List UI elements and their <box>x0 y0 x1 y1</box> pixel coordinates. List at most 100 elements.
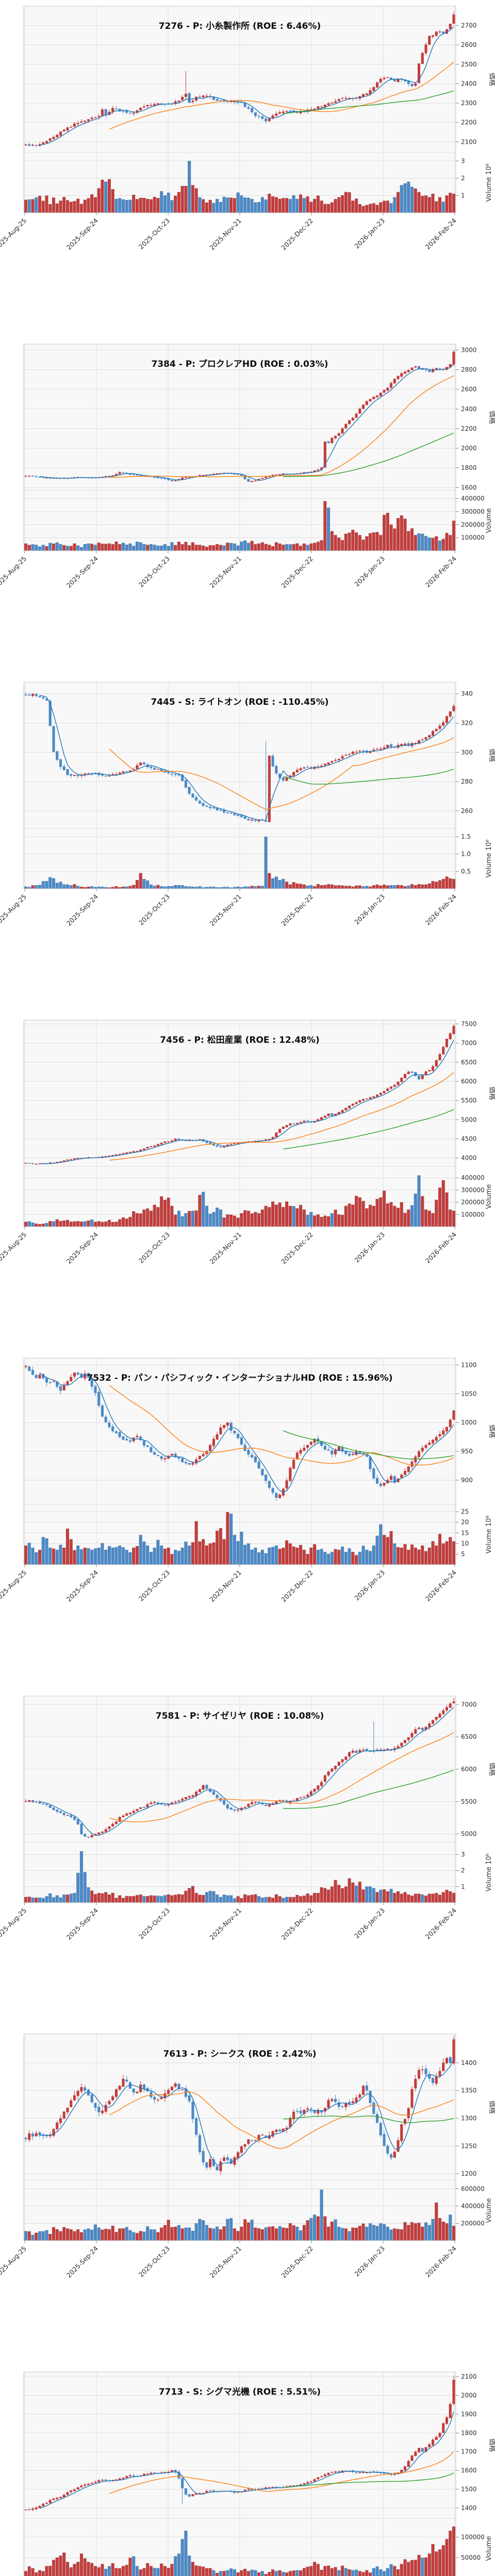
svg-text:200000: 200000 <box>461 521 485 528</box>
stock-chart-section-7613: 7613 - P: シークス (ROE : 2.42%) 1200 1250 130… <box>0 2028 495 2366</box>
svg-text:5500: 5500 <box>461 1097 477 1104</box>
svg-text:Volume 10⁶: Volume 10⁶ <box>485 1853 493 1891</box>
svg-text:2026-Feb-24: 2026-Feb-24 <box>424 1568 458 1602</box>
svg-text:2: 2 <box>461 175 465 182</box>
svg-text:Volume 10⁶: Volume 10⁶ <box>485 163 493 201</box>
svg-text:1600: 1600 <box>461 2467 477 2474</box>
svg-text:5000: 5000 <box>461 1831 477 1838</box>
svg-text:2025-Dec-22: 2025-Dec-22 <box>279 1231 315 1266</box>
svg-text:Volume: Volume <box>485 2198 493 2223</box>
stock-chart-section-7581: 7581 - P: サイゼリヤ (ROE : 10.08%) 5000 5500 6… <box>0 1690 495 2028</box>
svg-text:2025-Aug-25: 2025-Aug-25 <box>0 1231 28 1266</box>
svg-text:0.5: 0.5 <box>461 868 471 875</box>
svg-text:950: 950 <box>461 1448 473 1455</box>
svg-text:2025-Oct-23: 2025-Oct-23 <box>137 217 171 251</box>
svg-text:2025-Aug-25: 2025-Aug-25 <box>0 217 28 252</box>
svg-text:2000: 2000 <box>461 445 477 452</box>
svg-text:Volume 10⁶: Volume 10⁶ <box>485 1515 493 1553</box>
svg-text:2026-Feb-24: 2026-Feb-24 <box>424 216 458 250</box>
svg-text:7000: 7000 <box>461 1701 477 1708</box>
svg-text:2025-Aug-25: 2025-Aug-25 <box>0 2245 28 2280</box>
svg-text:100000: 100000 <box>461 2533 485 2540</box>
stock-chart-section-7713: 7713 - S: シグマ光機 (ROE : 5.51%) 1400 1500 16… <box>0 2366 495 2576</box>
svg-text:2025-Oct-23: 2025-Oct-23 <box>137 1231 171 1265</box>
svg-text:2026-Jan-23: 2026-Jan-23 <box>353 2245 386 2278</box>
svg-text:100000: 100000 <box>461 1211 485 1218</box>
svg-text:200000: 200000 <box>461 1199 485 1206</box>
candlestick-volume-chart-7581: 5000 5500 6000 6500 7000 1 2 3 2025-Aug-25 2025-S… <box>0 1696 495 1942</box>
svg-text:600000: 600000 <box>461 2185 485 2192</box>
svg-text:Volume: Volume <box>485 1184 493 1209</box>
svg-text:300000: 300000 <box>461 508 485 515</box>
svg-text:2025-Nov-21: 2025-Nov-21 <box>208 555 243 590</box>
svg-text:50000: 50000 <box>461 2554 481 2562</box>
svg-text:2025-Nov-21: 2025-Nov-21 <box>208 1907 243 1942</box>
svg-text:2025-Nov-21: 2025-Nov-21 <box>208 1231 243 1266</box>
svg-text:2025-Sep-24: 2025-Sep-24 <box>65 2244 100 2279</box>
candlestick-volume-chart-7384: 1600 1800 2000 2200 2400 2600 2800 3000 100000 20… <box>0 344 495 590</box>
svg-text:2025-Dec-22: 2025-Dec-22 <box>279 893 315 928</box>
svg-text:2025-Sep-24: 2025-Sep-24 <box>65 892 100 927</box>
svg-text:6000: 6000 <box>461 1766 477 1773</box>
candlestick-volume-chart-7613: 1200 1250 1300 1350 1400 200000 400000 600000 20… <box>0 2033 495 2280</box>
svg-text:6000: 6000 <box>461 1078 477 1085</box>
svg-text:260: 260 <box>461 807 473 815</box>
svg-text:2500: 2500 <box>461 61 477 68</box>
svg-text:価格: 価格 <box>488 1762 495 1776</box>
svg-text:340: 340 <box>461 690 473 698</box>
stock-chart-section-7532: 7532 - P: パン・パシフィック・インターナショナルHD (ROE : 1… <box>0 1352 495 1690</box>
svg-text:3: 3 <box>461 157 465 164</box>
svg-text:1: 1 <box>461 192 465 199</box>
svg-text:1500: 1500 <box>461 2486 477 2493</box>
svg-text:5: 5 <box>461 1550 465 1557</box>
svg-text:2300: 2300 <box>461 99 477 107</box>
svg-text:300000: 300000 <box>461 1187 485 1194</box>
svg-text:2026-Feb-24: 2026-Feb-24 <box>424 1906 458 1940</box>
svg-text:320: 320 <box>461 720 473 727</box>
svg-text:1900: 1900 <box>461 2411 477 2418</box>
svg-text:2800: 2800 <box>461 366 477 374</box>
svg-text:7500: 7500 <box>461 1020 477 1027</box>
svg-text:280: 280 <box>461 778 473 785</box>
svg-text:1050: 1050 <box>461 1390 477 1397</box>
svg-text:2025-Dec-22: 2025-Dec-22 <box>279 555 315 590</box>
svg-text:2600: 2600 <box>461 41 477 48</box>
svg-text:5000: 5000 <box>461 1116 477 1123</box>
svg-text:7000: 7000 <box>461 1040 477 1047</box>
svg-text:2025-Sep-24: 2025-Sep-24 <box>65 1230 100 1265</box>
svg-text:2600: 2600 <box>461 386 477 393</box>
svg-text:Volume 10⁶: Volume 10⁶ <box>485 839 493 877</box>
svg-text:1800: 1800 <box>461 2429 477 2436</box>
svg-text:価格: 価格 <box>488 1425 495 1438</box>
svg-text:価格: 価格 <box>488 2100 495 2114</box>
svg-text:2026-Feb-24: 2026-Feb-24 <box>424 1230 458 1264</box>
svg-text:1.0: 1.0 <box>461 851 471 858</box>
candlestick-volume-chart-7276: 2100 2200 2300 2400 2500 2600 2700 1 2 3 2025-Aug-… <box>0 6 495 252</box>
svg-text:1300: 1300 <box>461 2115 477 2122</box>
svg-text:2025-Dec-22: 2025-Dec-22 <box>279 2245 315 2280</box>
stock-chart-section-7456: 7456 - P: 松田産業 (ROE : 12.48%) 4000 4500 50… <box>0 1014 495 1352</box>
svg-text:Volume: Volume <box>485 2536 493 2561</box>
svg-text:4500: 4500 <box>461 1135 477 1142</box>
svg-text:1400: 1400 <box>461 2504 477 2512</box>
svg-text:2025-Sep-24: 2025-Sep-24 <box>65 554 100 589</box>
svg-text:2025-Aug-25: 2025-Aug-25 <box>0 893 28 928</box>
svg-text:4000: 4000 <box>461 1155 477 1162</box>
candlestick-volume-chart-7532: 900 950 1000 1050 1100 5 10 15 20 25 2025-Aug-25 20… <box>0 1358 495 1603</box>
svg-text:2200: 2200 <box>461 425 477 432</box>
svg-text:2026-Feb-24: 2026-Feb-24 <box>424 554 458 588</box>
svg-text:1350: 1350 <box>461 2087 477 2094</box>
svg-text:2200: 2200 <box>461 119 477 126</box>
svg-text:2100: 2100 <box>461 138 477 145</box>
svg-text:2025-Sep-24: 2025-Sep-24 <box>65 1906 100 1941</box>
svg-text:価格: 価格 <box>488 1087 495 1100</box>
svg-text:2025-Oct-23: 2025-Oct-23 <box>137 1907 171 1941</box>
svg-text:1700: 1700 <box>461 2448 477 2455</box>
svg-text:2026-Jan-23: 2026-Jan-23 <box>353 217 386 250</box>
stock-chart-section-7445: 7445 - S: ライトオン (ROE : -110.45%) 260 280 3… <box>0 676 495 1014</box>
svg-text:2026-Feb-24: 2026-Feb-24 <box>424 2244 458 2278</box>
stock-chart-section-7276: 7276 - P: 小糸製作所 (ROE : 6.46%) 2100 2200 23… <box>0 0 495 338</box>
svg-text:2026-Jan-23: 2026-Jan-23 <box>353 1569 386 1602</box>
svg-text:400000: 400000 <box>461 1174 485 1181</box>
svg-text:2026-Jan-23: 2026-Jan-23 <box>353 1907 386 1940</box>
